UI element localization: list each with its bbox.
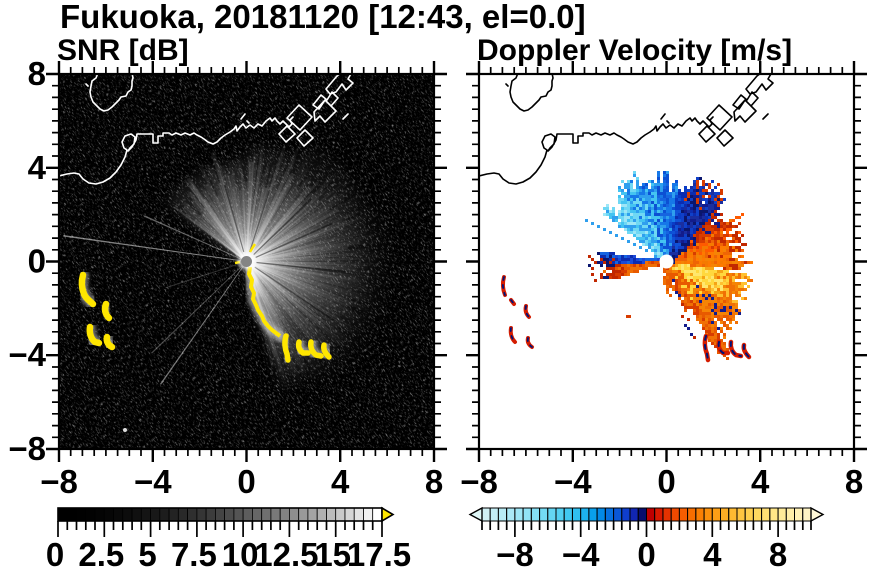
svg-text:4: 4: [751, 463, 770, 500]
svg-text:7.5: 7.5: [171, 536, 217, 570]
svg-text:15: 15: [314, 536, 351, 570]
svg-text:12.5: 12.5: [254, 536, 318, 570]
svg-text:8: 8: [845, 463, 863, 500]
svg-text:Fukuoka, 20181120 [12:43, el=0: Fukuoka, 20181120 [12:43, el=0.0]: [60, 0, 586, 35]
svg-text:−4: −4: [134, 463, 172, 500]
svg-text:10: 10: [222, 536, 259, 570]
svg-text:−8: −8: [40, 463, 78, 500]
svg-text:0: 0: [237, 463, 255, 500]
svg-text:−8: −8: [496, 536, 534, 570]
svg-text:0: 0: [637, 536, 655, 570]
svg-text:5: 5: [138, 536, 156, 570]
svg-text:4: 4: [28, 149, 47, 186]
svg-text:0: 0: [657, 463, 675, 500]
svg-text:8: 8: [425, 463, 443, 500]
svg-text:17.5: 17.5: [347, 536, 411, 570]
svg-text:4: 4: [331, 463, 350, 500]
svg-text:4: 4: [703, 536, 722, 570]
svg-text:−8: −8: [460, 463, 498, 500]
svg-text:8: 8: [28, 55, 46, 92]
svg-text:8: 8: [769, 536, 787, 570]
svg-text:−4: −4: [554, 463, 592, 500]
svg-text:Doppler Velocity [m/s]: Doppler Velocity [m/s]: [477, 34, 792, 67]
svg-text:0: 0: [46, 536, 64, 570]
svg-text:2.5: 2.5: [78, 536, 124, 570]
svg-text:−4: −4: [8, 336, 46, 373]
svg-text:SNR [dB]: SNR [dB]: [57, 34, 189, 67]
svg-text:−8: −8: [8, 430, 46, 467]
svg-text:−4: −4: [562, 536, 600, 570]
svg-text:0: 0: [28, 243, 46, 280]
